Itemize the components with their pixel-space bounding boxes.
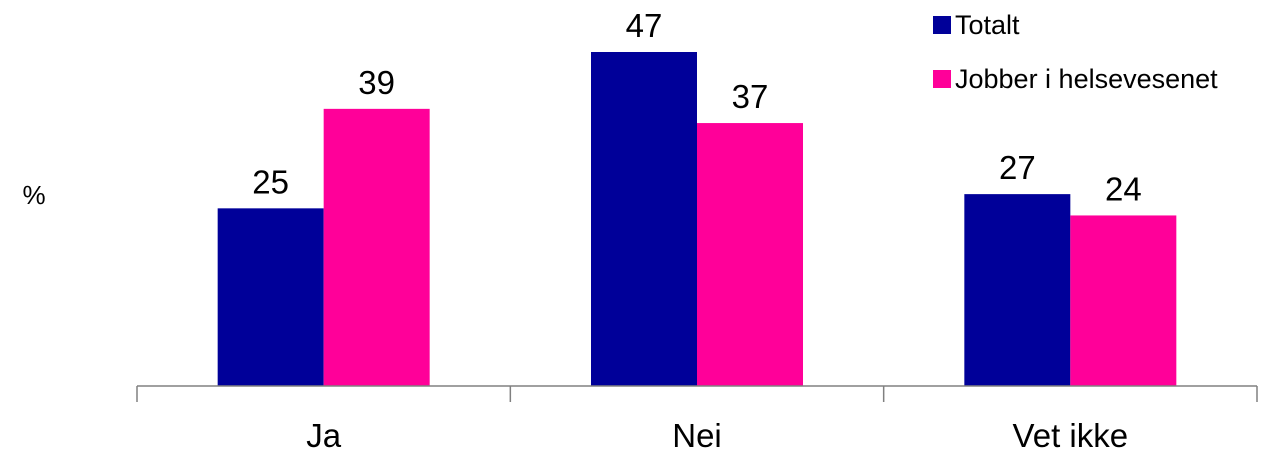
y-axis-label: %	[22, 180, 45, 210]
data-label: 37	[732, 78, 769, 115]
bar-totalt	[217, 208, 324, 386]
legend-swatch	[933, 70, 951, 88]
x-axis	[136, 385, 1258, 402]
data-label: 47	[626, 7, 663, 44]
legend: Totalt Jobber i helsevesenet	[933, 10, 1218, 94]
bar-totalt	[591, 52, 697, 386]
data-label: 27	[999, 149, 1036, 186]
x-tick-label: Ja	[306, 417, 342, 454]
bar-helsevesenet	[1070, 215, 1177, 386]
bar-helsevesenet	[697, 123, 803, 386]
x-tick-label: Vet ikke	[1013, 417, 1129, 454]
bar-helsevesenet	[323, 108, 430, 386]
value-labels-layer: 25 39 47 37 27 24	[252, 7, 1141, 207]
data-label: 24	[1105, 170, 1142, 207]
bar-totalt	[964, 194, 1071, 386]
tick-labels-layer: Ja Nei Vet ikke	[306, 417, 1128, 454]
legend-label: Totalt	[955, 10, 1020, 40]
data-label: 39	[358, 64, 395, 101]
bars-layer	[217, 52, 1177, 386]
legend-label: Jobber i helsevesenet	[955, 64, 1218, 94]
legend-swatch	[933, 16, 951, 34]
data-label: 25	[252, 163, 289, 200]
x-tick-label: Nei	[672, 417, 722, 454]
